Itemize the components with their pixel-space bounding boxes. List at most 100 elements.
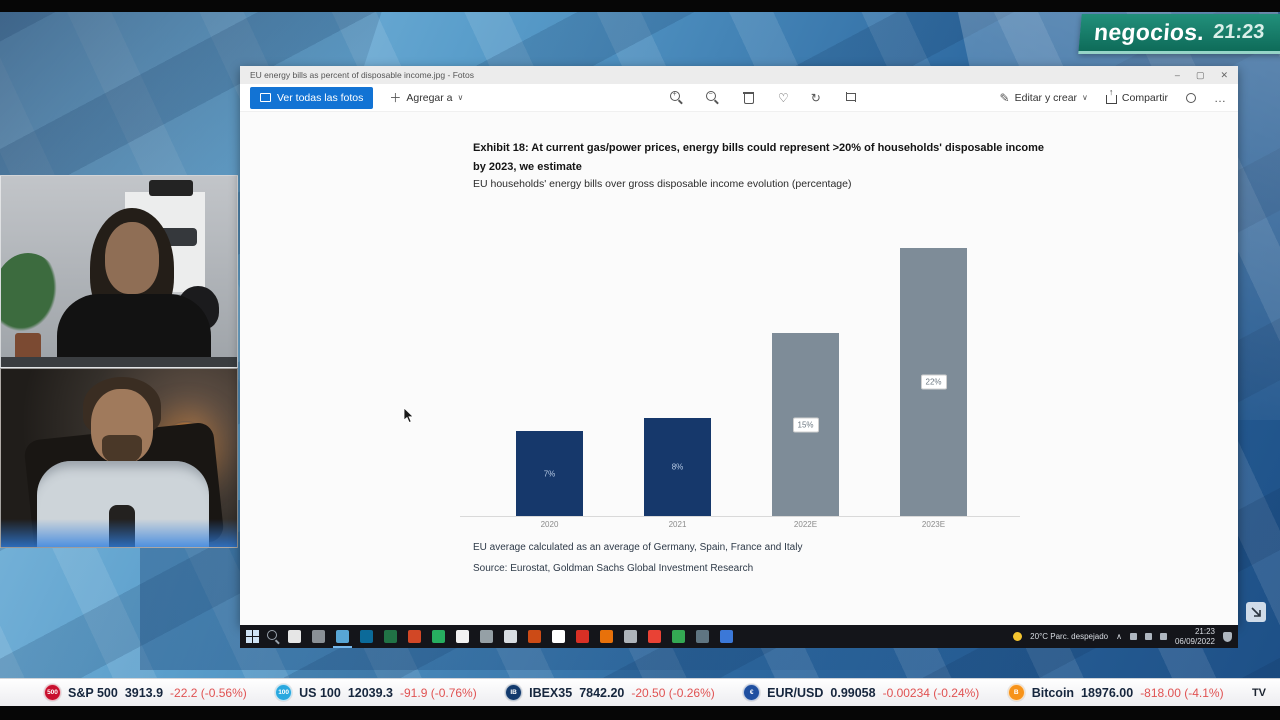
ticker-value: 7842.20 xyxy=(579,685,625,700)
plant-pot xyxy=(15,333,41,361)
tray-clock[interactable]: 21:23 06/09/2022 xyxy=(1175,627,1215,646)
taskbar-app-13[interactable] xyxy=(576,630,589,643)
photos-app-window: EU energy bills as percent of disposable… xyxy=(240,66,1238,625)
taskbar-app-14[interactable] xyxy=(600,630,613,643)
more-options-icon[interactable]: … xyxy=(1214,90,1226,105)
channel-banner: negocios. 21:23 xyxy=(1078,14,1280,54)
toolbar-right: ✎ Editar y crear ∨ ↑ Compartir … xyxy=(1000,87,1226,105)
chart-plot: 7% 2020 8% 2021 15% 2022E 22% 2023E xyxy=(460,207,1020,529)
taskbar-app-19[interactable] xyxy=(720,630,733,643)
ticker-symbol-icon: IB xyxy=(505,684,523,701)
laptop-edge xyxy=(1,357,237,367)
chevron-down-icon: ∨ xyxy=(457,92,464,102)
taskbar-apps xyxy=(288,630,733,648)
close-icon[interactable]: ✕ xyxy=(1220,69,1228,80)
network-icon[interactable] xyxy=(1129,633,1137,640)
ticker-item-eur-usd: € EUR/USD 0.99058 -0.00234 (-0.24%) xyxy=(743,684,979,701)
taskbar-app-4[interactable] xyxy=(360,630,373,643)
weather-icon xyxy=(1013,632,1023,641)
ticker-item-us-100: 100 US 100 12039.3 -91.9 (-0.76%) xyxy=(275,684,477,701)
minimize-icon[interactable]: – xyxy=(1174,69,1180,80)
delete-icon[interactable] xyxy=(742,91,756,105)
taskbar-app-12[interactable] xyxy=(552,630,565,643)
plus-icon: ＋ xyxy=(389,90,402,105)
taskbar-app-7[interactable] xyxy=(432,630,445,643)
taskbar-app-15[interactable] xyxy=(624,630,637,643)
favorite-icon[interactable]: ♡ xyxy=(778,90,789,105)
window-titlebar[interactable]: EU energy bills as percent of disposable… xyxy=(240,66,1238,84)
chart-bar-2023E: 22% xyxy=(900,248,967,516)
edit-create-button[interactable]: ✎ Editar y crear ∨ xyxy=(1000,92,1088,104)
taskbar-app-2[interactable] xyxy=(312,630,325,643)
ticker-item-bitcoin: B Bitcoin 18976.00 -818.00 (-4.1%) xyxy=(1007,684,1224,701)
x-axis-label: 2021 xyxy=(668,520,687,529)
taskbar-app-9[interactable] xyxy=(480,630,493,643)
edit-create-label: Editar y crear xyxy=(1014,91,1078,104)
taskbar-app-11[interactable] xyxy=(528,630,541,643)
photo-content[interactable]: Exhibit 18: At current gas/power prices,… xyxy=(240,112,1238,625)
taskbar-app-10[interactable] xyxy=(504,630,517,643)
photo-icon xyxy=(260,93,271,102)
x-axis-label: 2022E xyxy=(793,520,818,529)
tray-chevron-icon[interactable]: ∧ xyxy=(1116,632,1122,641)
chevron-down-icon: ∨ xyxy=(1082,92,1088,102)
ticker-change: -20.50 (-0.26%) xyxy=(631,685,715,700)
add-to-label: Agregar a xyxy=(406,91,453,104)
broadcast-clock: 21:23 xyxy=(1212,21,1266,43)
toolbar-center-icons: + − ♡ ↻ xyxy=(670,90,857,105)
volume-icon[interactable] xyxy=(1144,633,1152,640)
bar-value-label: 15% xyxy=(792,417,819,432)
zoom-in-sign: + xyxy=(672,90,677,98)
bar-value-label: 7% xyxy=(543,469,556,478)
language-icon[interactable] xyxy=(1159,633,1167,640)
start-button-icon[interactable] xyxy=(246,630,259,643)
letterbox-bottom xyxy=(0,706,1280,720)
taskbar-app-8[interactable] xyxy=(456,630,469,643)
rotate-icon[interactable]: ↻ xyxy=(810,90,821,105)
chart-footnote: EU average calculated as an average of G… xyxy=(473,542,803,553)
chart-bar-2020: 7% xyxy=(516,431,583,516)
mouse-cursor xyxy=(403,407,415,429)
crop-icon[interactable] xyxy=(843,91,857,105)
ticker-symbol-icon: 100 xyxy=(275,684,293,701)
zoom-in-icon[interactable]: + xyxy=(670,90,684,105)
maximize-icon[interactable]: ▢ xyxy=(1195,69,1205,80)
taskbar-app-1[interactable] xyxy=(288,630,301,643)
add-to-button[interactable]: ＋ Agregar a ∨ xyxy=(389,92,463,104)
zoom-out-sign: − xyxy=(708,90,713,98)
taskbar-app-5[interactable] xyxy=(384,630,397,643)
ticker-value: 18976.00 xyxy=(1081,685,1134,700)
zoom-out-icon[interactable]: − xyxy=(706,90,720,105)
taskbar-app-3[interactable] xyxy=(333,630,352,648)
taskbar-app-16[interactable] xyxy=(648,630,661,643)
bar-value-label: 8% xyxy=(671,462,684,472)
channel-logo: negocios. xyxy=(1093,19,1206,45)
ticker-item-s-p-500: 500 S&P 500 3913.9 -22.2 (-0.56%) xyxy=(44,684,247,701)
share-label: Compartir xyxy=(1121,91,1168,104)
plant xyxy=(1,253,63,339)
share-button[interactable]: ↑ Compartir xyxy=(1105,87,1168,104)
chart-subtitle: EU households' energy bills over gross d… xyxy=(473,178,852,190)
expand-arrow-button[interactable] xyxy=(1246,602,1266,622)
weather-text[interactable]: 20°C Parc. despejado xyxy=(1030,632,1109,641)
see-all-photos-label: Ver todas las fotos xyxy=(277,91,364,104)
camera-gear xyxy=(149,180,193,196)
notification-icon[interactable] xyxy=(1223,631,1232,642)
chart-title: Exhibit 18: At current gas/power prices,… xyxy=(473,142,1044,173)
sync-icon[interactable] xyxy=(1186,92,1196,103)
chart-bar-2022E: 15% xyxy=(772,333,839,516)
photos-toolbar: Ver todas las fotos ＋ Agregar a ∨ + − ♡ ↻ ✎… xyxy=(240,84,1238,112)
x-axis-label: 2020 xyxy=(540,520,559,529)
ticker-change: -91.9 (-0.76%) xyxy=(400,685,477,700)
taskbar-app-6[interactable] xyxy=(408,630,421,643)
taskbar-app-18[interactable] xyxy=(696,630,709,643)
taskbar-app-17[interactable] xyxy=(672,630,685,643)
window-title: EU energy bills as percent of disposable… xyxy=(250,70,474,80)
tray-time: 21:23 xyxy=(1194,626,1215,636)
see-all-photos-button[interactable]: Ver todas las fotos xyxy=(250,86,374,109)
taskbar-search-icon[interactable] xyxy=(267,630,280,643)
share-icon: ↑ xyxy=(1105,87,1117,104)
system-tray: 20°C Parc. despejado ∧ 21:23 06/09/2022 xyxy=(1013,627,1232,646)
tray-date: 06/09/2022 xyxy=(1174,636,1215,646)
